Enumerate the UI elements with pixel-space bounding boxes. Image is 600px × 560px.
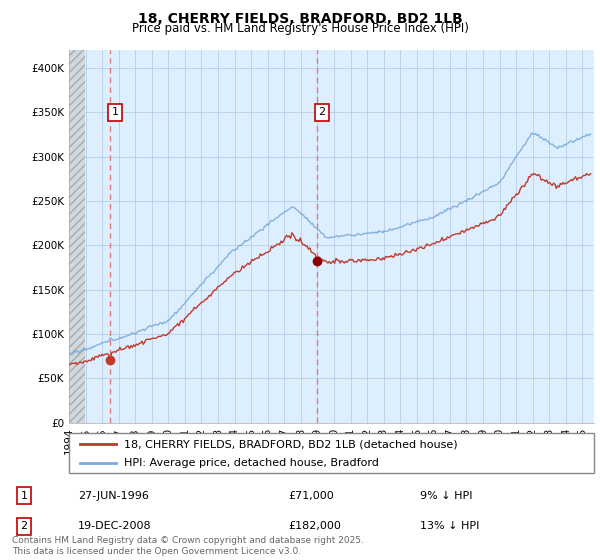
Text: Price paid vs. HM Land Registry's House Price Index (HPI): Price paid vs. HM Land Registry's House … (131, 22, 469, 35)
Text: 9% ↓ HPI: 9% ↓ HPI (420, 491, 473, 501)
Text: 18, CHERRY FIELDS, BRADFORD, BD2 1LB: 18, CHERRY FIELDS, BRADFORD, BD2 1LB (137, 12, 463, 26)
Text: 27-JUN-1996: 27-JUN-1996 (78, 491, 149, 501)
Text: £71,000: £71,000 (288, 491, 334, 501)
Text: 13% ↓ HPI: 13% ↓ HPI (420, 521, 479, 531)
Text: 2: 2 (20, 521, 28, 531)
Text: 1: 1 (112, 108, 119, 118)
Text: 1: 1 (20, 491, 28, 501)
Text: 18, CHERRY FIELDS, BRADFORD, BD2 1LB (detached house): 18, CHERRY FIELDS, BRADFORD, BD2 1LB (de… (124, 439, 458, 449)
Text: 2: 2 (319, 108, 325, 118)
Text: Contains HM Land Registry data © Crown copyright and database right 2025.
This d: Contains HM Land Registry data © Crown c… (12, 536, 364, 556)
Text: HPI: Average price, detached house, Bradford: HPI: Average price, detached house, Brad… (124, 458, 379, 468)
Text: £182,000: £182,000 (288, 521, 341, 531)
Text: 19-DEC-2008: 19-DEC-2008 (78, 521, 152, 531)
